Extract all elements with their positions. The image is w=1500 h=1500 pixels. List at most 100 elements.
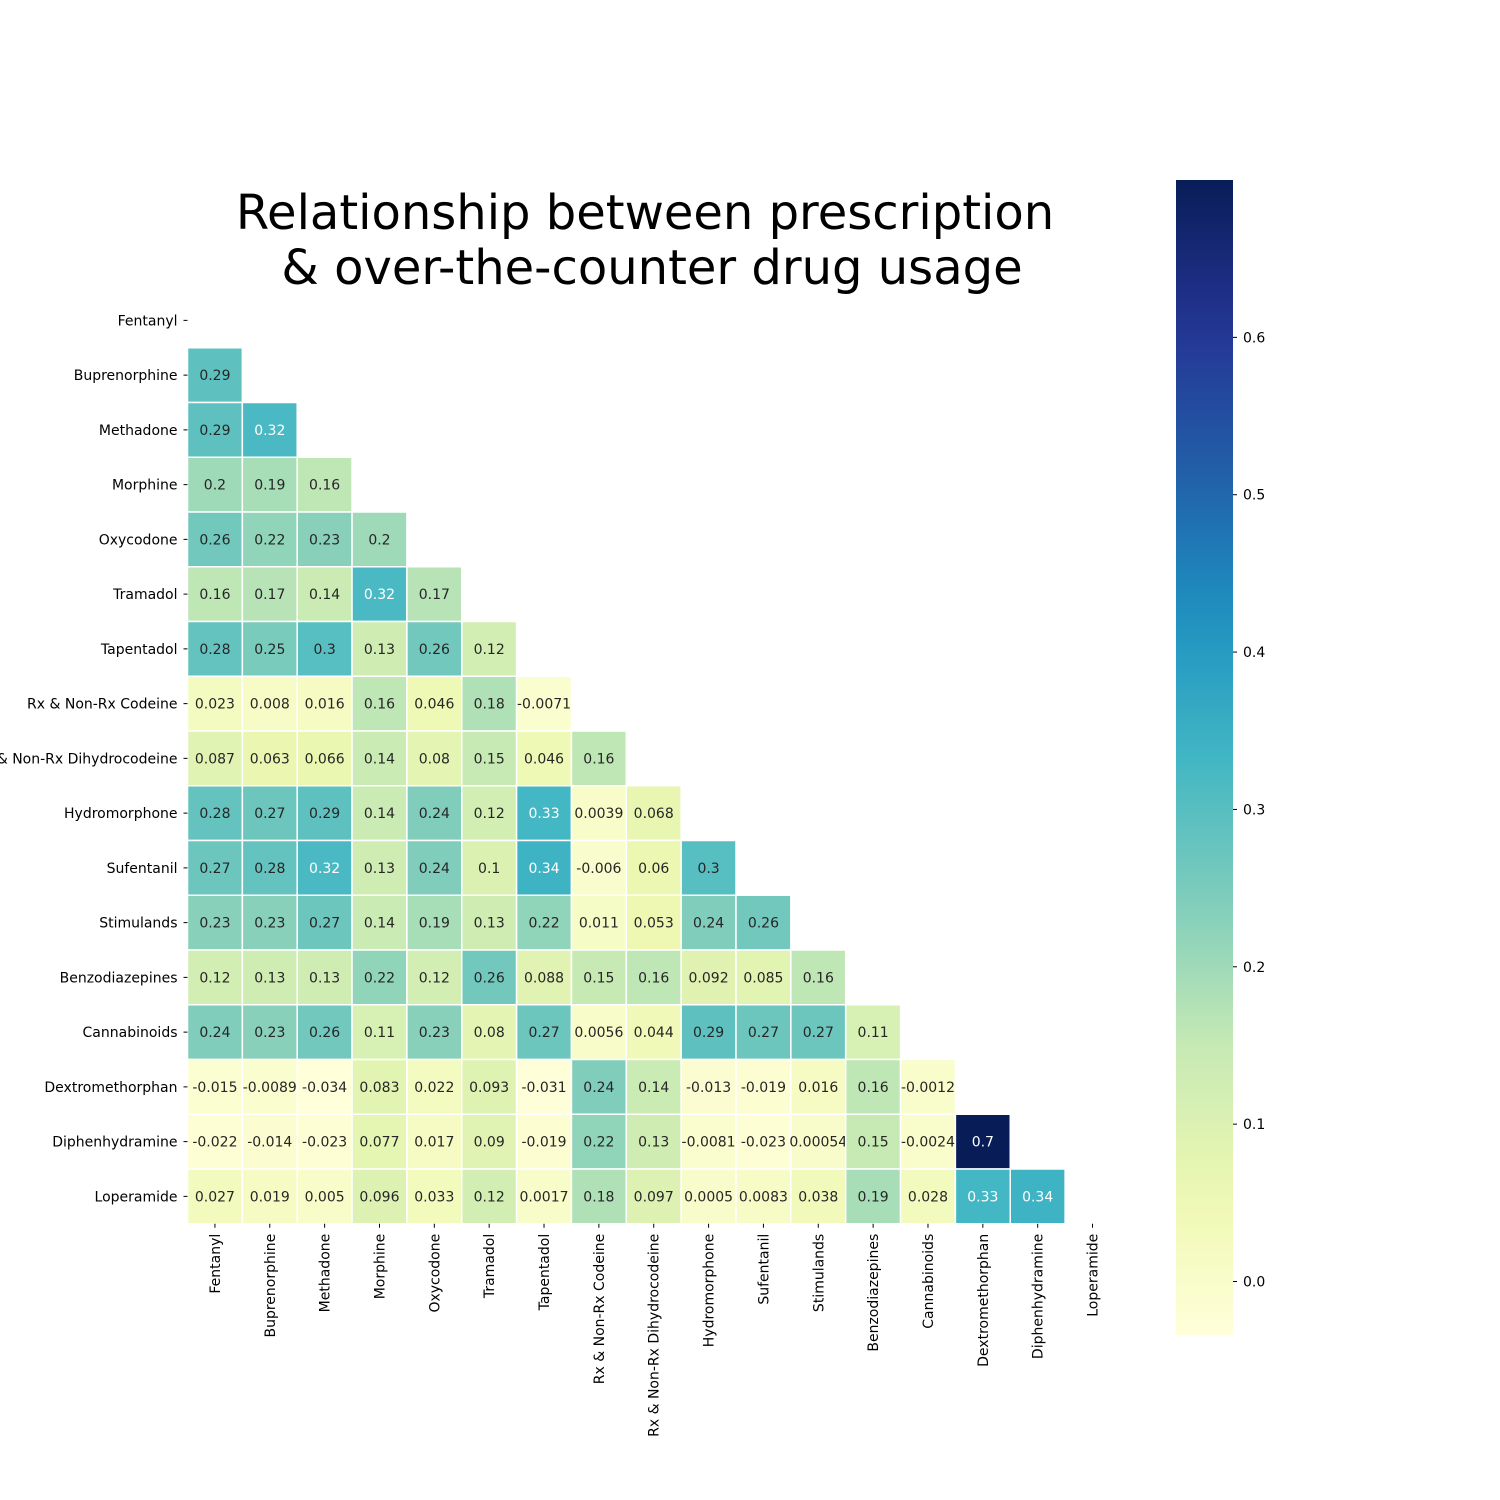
cell-value-label: 0.28 [199,806,230,822]
cell-value-label: 0.22 [364,970,395,986]
cell-value-label: -0.019 [741,1080,786,1096]
cell-value-label: 0.088 [524,970,564,986]
cell-value-label: 0.038 [798,1189,838,1205]
cell-value-label: 0.022 [414,1080,454,1096]
heatmap-cell [680,839,737,896]
heatmap-cell [406,620,463,677]
colorbar-tick-label: 0.3 [1243,802,1265,818]
heatmap-cell [844,1004,902,1061]
cell-value-label: 0.053 [634,916,674,932]
heatmap-cell [186,1168,244,1225]
cell-value-label: 0.32 [364,587,395,603]
heatmap-cell [735,1113,792,1170]
heatmap-cell [515,1113,573,1170]
cell-value-label: -0.019 [521,1135,566,1151]
x-tick-label: Rx & Non-Rx Dihydrocodeine [647,1234,663,1437]
cell-value-label: 0.29 [199,368,230,384]
cell-value-label: 0.3 [697,861,719,877]
y-tick-label: Dextromethorphan [44,1080,177,1096]
heatmap-cell [625,894,682,951]
heatmap-cell [735,1058,792,1115]
heatmap-cell [1009,1168,1066,1225]
chart-title-line-2: & over-the-counter drug usage [281,240,1022,296]
cell-value-label: -0.014 [247,1135,292,1151]
cell-value-label: 0.044 [634,1025,674,1041]
cell-value-label: 0.13 [638,1135,669,1151]
cell-value-label: 0.15 [474,751,505,767]
cell-value-label: 0.26 [419,642,450,658]
cell-value-label: -0.0012 [901,1080,955,1096]
cell-value-label: 0.046 [414,697,454,713]
cell-value-label: 0.12 [419,970,450,986]
x-tick-label: Tramadol [482,1234,498,1299]
y-tick-label: Methadone [99,423,178,439]
cell-value-label: 0.12 [474,1189,505,1205]
heatmap-cell [296,949,353,1006]
heatmap-cell [515,1168,573,1225]
cell-value-label: 0.32 [254,423,285,439]
cell-value-label: 0.12 [474,806,505,822]
cell-value-label: 0.29 [309,806,340,822]
colorbar: 0.0 0.1 0.2 0.3 0.4 0.5 0.6 [1176,180,1265,1335]
y-tick-label: Morphine [112,478,178,494]
cell-value-label: 0.0017 [520,1189,569,1205]
cell-value-label: 0.3 [313,642,335,658]
heatmap-cell [735,949,792,1006]
cell-value-label: 0.27 [254,806,285,822]
cell-value-label: 0.008 [250,697,290,713]
x-tick-label: Methadone [318,1234,334,1313]
cell-value-label: 0.13 [309,970,340,986]
cell-value-label: 0.16 [858,1080,889,1096]
heatmap-cell [570,1168,628,1225]
cell-value-label: 0.16 [583,751,614,767]
cell-value-label: 0.27 [803,1025,834,1041]
cell-value-label: 0.1 [478,861,500,877]
cell-value-label: -0.023 [302,1135,347,1151]
x-tick-label: Buprenorphine [263,1234,279,1338]
cell-value-label: 0.23 [199,916,230,932]
heatmap-cell [241,839,298,896]
heatmap-cell [296,1004,353,1061]
cell-value-label: 0.019 [250,1189,290,1205]
heatmap-cell [351,1058,408,1115]
heatmap-cell [186,785,244,842]
x-tick-label: Stimulands [811,1234,827,1312]
cell-value-label: 0.26 [309,1025,340,1041]
cell-value-label: 0.28 [199,642,230,658]
cell-value-label: 0.005 [305,1189,345,1205]
cell-value-label: 0.13 [364,642,395,658]
cell-value-label: 0.13 [364,861,395,877]
cell-value-label: -0.0081 [682,1135,736,1151]
cell-value-label: 0.24 [199,1025,230,1041]
heatmap-cell [844,1058,902,1115]
chart-title: Relationship between prescription & over… [236,185,1054,296]
heatmap-cell [351,620,408,677]
cell-value-label: 0.096 [359,1189,399,1205]
heatmap-cell [461,675,518,732]
heatmap-cell [296,456,353,513]
cell-value-label: 0.13 [254,970,285,986]
colorbar-tick-label: 0.6 [1243,330,1265,346]
heatmap-cell [461,1004,518,1061]
cell-value-label: 0.23 [254,1025,285,1041]
cell-value-label: 0.06 [638,861,669,877]
cell-value-label: 0.24 [583,1080,614,1096]
x-tick-label: Rx & Non-Rx Codeine [592,1234,608,1384]
cell-value-label: 0.26 [748,916,779,932]
cell-value-label: 0.32 [309,861,340,877]
colorbar-tick-label: 0.5 [1243,488,1265,504]
heatmap-cell [461,1168,518,1225]
cell-value-label: 0.19 [254,478,285,494]
colorbar-tick-label: 0.4 [1243,645,1265,661]
cell-value-label: 0.16 [803,970,834,986]
cell-value-label: 0.011 [579,916,619,932]
y-tick-labels: Fentanyl Buprenorphine Methadone Morphine Ox… [0,313,188,1205]
cell-value-label: 0.083 [359,1080,399,1096]
cell-value-label: 0.15 [858,1135,889,1151]
cell-value-label: 0.2 [204,478,226,494]
x-tick-label: Sufentanil [756,1234,772,1305]
colorbar-tick-label: 0.1 [1243,1117,1265,1133]
cell-value-label: -0.0071 [517,697,571,713]
cell-value-label: 0.097 [634,1189,674,1205]
